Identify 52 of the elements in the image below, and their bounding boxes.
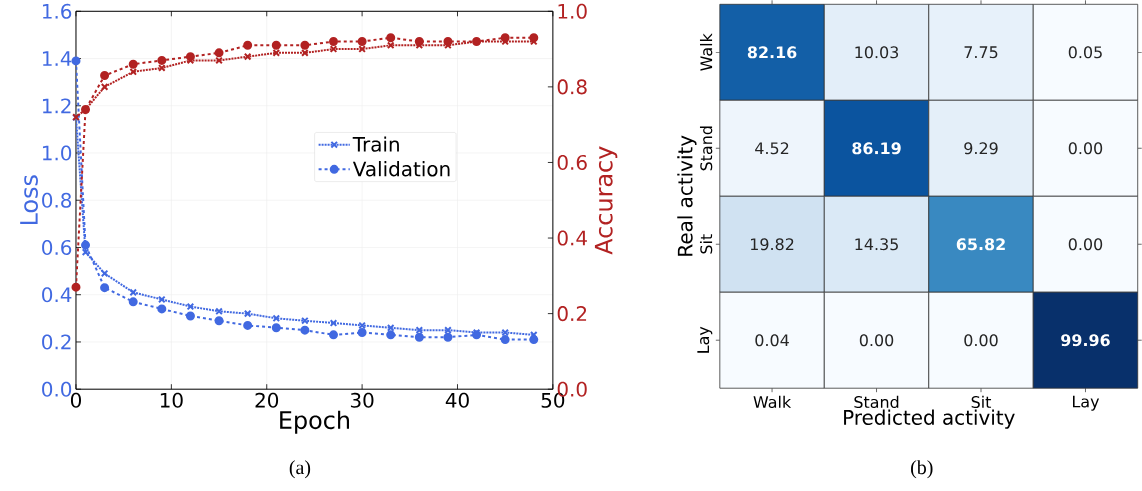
y-tick-label: Stand — [699, 126, 713, 171]
data-label: 0.00 — [859, 334, 894, 347]
x-tick-label: Lay — [1073, 395, 1100, 411]
x-tick-label: Walk — [753, 395, 792, 408]
y2-tick-label: 1.0 — [558, 3, 587, 19]
y2-axis-title: Accuracy — [594, 146, 618, 255]
data-label: 0.00 — [1068, 238, 1103, 251]
y-tick-label: 1.6 — [42, 3, 72, 19]
data-label: 0.00 — [1068, 142, 1103, 155]
data-label: 0.04 — [755, 334, 789, 347]
y-tick-label: 0.2 — [42, 334, 71, 350]
x-tick-label: 0 — [70, 392, 81, 408]
data-label: 4.52 — [755, 142, 789, 155]
x-axis-title: Predicted activity — [844, 409, 1015, 429]
text: (a) — [289, 460, 311, 479]
data-label: 65.82 — [956, 238, 1005, 251]
y-tick-label: Walk — [699, 33, 713, 71]
data-label: 14.35 — [855, 238, 898, 251]
y-tick-label: 1.0 — [42, 145, 72, 161]
y-tick-label: 0.6 — [42, 239, 72, 255]
x-tick-label: 20 — [255, 392, 279, 408]
y2-tick-label: 0.2 — [557, 306, 587, 322]
text: (b) — [911, 460, 933, 479]
legend-label: Train — [352, 136, 399, 152]
y-tick-label: 0.4 — [42, 287, 72, 303]
data-label: 10.03 — [855, 46, 899, 59]
data-label: 0.05 — [1068, 46, 1102, 59]
x-tick-label: Stand — [854, 395, 899, 408]
y-tick-label: Lay — [697, 326, 713, 353]
y-tick-label: 1.4 — [42, 51, 72, 66]
y2-tick-label: 0.4 — [557, 230, 587, 246]
data-label: 0.00 — [964, 334, 998, 347]
data-label: 99.96 — [1061, 334, 1110, 347]
y2-tick-label: 0.8 — [557, 79, 587, 95]
x-tick-label: 40 — [445, 392, 469, 408]
x-tick-label: 10 — [160, 392, 183, 408]
y-axis-title: Loss — [20, 175, 38, 225]
y-tick-label: 0.0 — [42, 381, 72, 397]
x-axis-title: Epoch — [280, 410, 350, 434]
data-label: 9.29 — [964, 142, 998, 155]
x-tick-label: 30 — [350, 392, 374, 408]
data-label: 86.19 — [852, 142, 901, 155]
y2-tick-label: 0.6 — [557, 154, 587, 170]
y-axis-title: Real activity — [677, 135, 697, 256]
data-label: 19.82 — [751, 238, 794, 251]
data-label: 82.16 — [747, 46, 797, 59]
y-tick-label: 1.2 — [42, 98, 71, 114]
x-tick-label: Sit — [971, 395, 992, 408]
data-label: 7.75 — [964, 46, 998, 59]
legend-label: Validation — [352, 160, 450, 177]
y-tick-label: 0.8 — [42, 192, 72, 208]
y-tick-label: Sit — [699, 234, 713, 254]
